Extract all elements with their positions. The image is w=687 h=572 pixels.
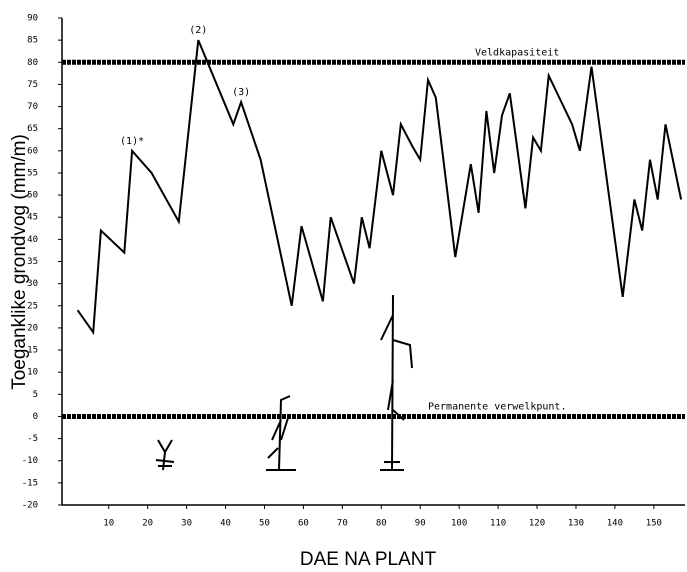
x-tick-label: 60: [298, 519, 309, 529]
x-tick-label: 20: [142, 519, 153, 529]
x-tick-label: 40: [220, 519, 231, 529]
y-tick-label: 0: [33, 412, 38, 422]
y-tick-label: -20: [22, 501, 38, 511]
y-tick-label: 55: [27, 168, 38, 178]
y-tick-label: 70: [27, 102, 38, 112]
x-tick-label: 30: [181, 519, 192, 529]
y-tick-label: -15: [22, 478, 38, 488]
y-tick-label: 65: [27, 124, 38, 134]
y-tick-label: 60: [27, 146, 38, 156]
x-tick-label: 90: [415, 519, 426, 529]
y-tick-label: -5: [27, 434, 38, 444]
x-tick-label: 140: [607, 519, 623, 529]
y-tick-label: 35: [27, 257, 38, 267]
y-tick-label: 80: [27, 58, 38, 68]
x-tick-label: 130: [568, 519, 584, 529]
y-tick-label: 90: [27, 14, 38, 24]
y-tick-label: 30: [27, 279, 38, 289]
y-tick-label: 10: [27, 368, 38, 378]
y-tick-label: 15: [27, 346, 38, 356]
y-tick-label: 50: [27, 191, 38, 201]
plant-icons: [155, 294, 413, 471]
y-tick-label: 45: [27, 213, 38, 223]
x-tick-label: 10: [103, 519, 114, 529]
annotation: (1)*: [120, 136, 144, 147]
data-line: [76, 39, 683, 336]
reference-label: Veldkapasiteit: [475, 47, 559, 58]
annotation: (2): [189, 25, 207, 36]
x-tick-label: 50: [259, 519, 270, 529]
x-axis-label: DAE NA PLANT: [300, 549, 437, 570]
y-axis-label: Toeganklike grondvog (mm/m): [9, 134, 30, 390]
y-tick-label: 5: [33, 390, 38, 400]
y-tick-label: 25: [27, 301, 38, 311]
y-tick-label: 75: [27, 80, 38, 90]
y-tick-label: 40: [27, 235, 38, 245]
annotation: (3): [232, 87, 250, 98]
y-tick-label: 85: [27, 36, 38, 46]
reference-label: Permanente verwelkpunt.: [428, 401, 566, 412]
x-tick-label: 80: [376, 519, 387, 529]
x-tick-label: 110: [490, 519, 506, 529]
y-tick-label: 20: [27, 323, 38, 333]
x-tick-label: 150: [646, 519, 662, 529]
x-tick-label: 100: [451, 519, 467, 529]
x-tick-label: 70: [337, 519, 348, 529]
y-tick-label: -10: [22, 456, 38, 466]
x-tick-label: 120: [529, 519, 545, 529]
